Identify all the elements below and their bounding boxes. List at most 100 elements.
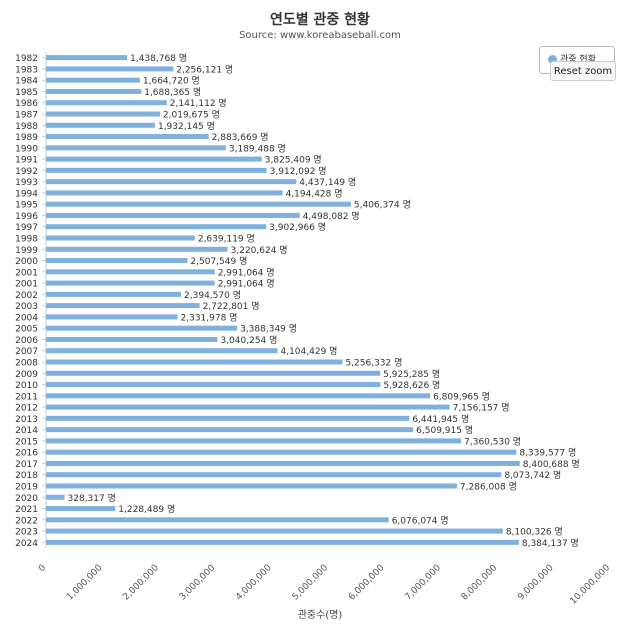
bar <box>46 427 414 433</box>
bar <box>46 494 65 500</box>
data-label: 5,406,374 명 <box>354 200 411 211</box>
bar <box>46 235 195 241</box>
y-tick-label: 2006 <box>15 336 38 346</box>
bar <box>46 122 155 128</box>
y-tick-label: 2016 <box>15 449 38 459</box>
data-label: 3,912,092 명 <box>270 166 327 177</box>
y-tick-label: 2020 <box>15 494 38 504</box>
y-tick-label: 1991 <box>15 156 38 166</box>
data-label: 1,228,489 명 <box>118 504 175 515</box>
data-label: 2,991,064 명 <box>218 267 275 278</box>
bar <box>46 280 215 286</box>
y-tick-label: 1994 <box>15 189 38 199</box>
x-tick-label: 4,000,000 <box>234 563 274 603</box>
data-label: 1,664,720 명 <box>143 76 200 87</box>
data-label: 6,441,945 명 <box>412 414 469 425</box>
y-tick-label: 2019 <box>15 483 38 493</box>
bar <box>46 336 218 342</box>
y-tick-label: 1986 <box>15 99 38 109</box>
bar <box>46 506 116 512</box>
legend-marker-icon <box>548 55 557 64</box>
y-tick-label: 1985 <box>15 88 38 98</box>
y-tick-label: 1997 <box>15 223 38 233</box>
y-tick-label: 2004 <box>15 313 38 323</box>
y-tick-label: 2018 <box>15 471 38 481</box>
y-tick-label: 1984 <box>15 77 38 87</box>
x-tick-label: 5,000,000 <box>291 563 331 603</box>
data-label: 3,902,966 명 <box>269 222 326 233</box>
bar <box>46 415 410 421</box>
y-tick-label: 2010 <box>15 381 38 391</box>
data-label: 2,394,570 명 <box>184 290 241 301</box>
y-tick-label: 1988 <box>15 122 38 132</box>
y-tick-label: 2000 <box>15 257 38 267</box>
bar <box>46 370 381 376</box>
y-tick-label: 2001 <box>15 268 38 278</box>
data-label: 2,507,549 명 <box>190 256 247 267</box>
x-tick-label: 1,000,000 <box>65 563 105 603</box>
y-tick-label: 2003 <box>15 302 38 312</box>
y-tick-label: 2008 <box>15 359 38 369</box>
data-label: 5,256,332 명 <box>345 358 402 369</box>
bar <box>46 100 167 106</box>
data-label: 8,073,742 명 <box>504 470 561 481</box>
chart-subtitle: Source: www.koreabaseball.com <box>239 30 401 41</box>
data-label: 328,317 명 <box>68 493 116 504</box>
y-tick-label: 1998 <box>15 235 38 245</box>
x-tick-label: 3,000,000 <box>178 563 218 603</box>
bar <box>46 224 267 230</box>
bar <box>46 190 283 196</box>
y-tick-label: 2009 <box>15 370 38 380</box>
bar <box>46 348 278 354</box>
x-tick-label: 9,000,000 <box>516 563 556 603</box>
bar <box>46 449 517 455</box>
bar <box>46 134 209 140</box>
bar <box>46 325 238 331</box>
reset-zoom-button[interactable]: Reset zoom <box>550 61 616 81</box>
bar <box>46 393 431 399</box>
bar <box>46 246 228 252</box>
bar <box>46 258 188 264</box>
bar <box>46 201 351 207</box>
bar <box>46 55 128 61</box>
data-label: 3,825,409 명 <box>265 155 322 166</box>
bar <box>46 539 519 545</box>
y-tick-label: 2002 <box>15 291 38 301</box>
data-label: 3,220,624 명 <box>231 245 288 256</box>
y-tick-label: 1999 <box>15 246 38 256</box>
x-tick-label: 6,000,000 <box>347 563 387 603</box>
y-tick-label: 2013 <box>15 415 38 425</box>
data-label: 6,076,074 명 <box>392 515 449 526</box>
y-tick-label: 2001 <box>15 280 38 290</box>
data-label: 7,286,008 명 <box>460 482 517 493</box>
data-label: 2,019,675 명 <box>163 110 220 121</box>
y-tick-label: 2024 <box>15 539 38 549</box>
data-label: 7,156,157 명 <box>453 403 510 414</box>
data-label: 4,498,082 명 <box>303 211 360 222</box>
data-label: 1,688,365 명 <box>144 87 201 98</box>
data-label: 3,388,349 명 <box>240 324 297 335</box>
data-label: 6,509,915 명 <box>416 425 473 436</box>
bar <box>46 314 178 320</box>
bar <box>46 303 200 309</box>
bar <box>46 111 160 117</box>
data-label: 2,141,112 명 <box>170 98 227 109</box>
bar <box>46 382 381 388</box>
data-label: 8,384,137 명 <box>522 538 579 549</box>
y-tick-label: 2015 <box>15 437 38 447</box>
bar <box>46 66 174 72</box>
y-tick-label: 2022 <box>15 516 38 526</box>
y-tick-label: 2017 <box>15 460 38 470</box>
y-tick-label: 1996 <box>15 212 38 222</box>
data-label: 2,883,669 명 <box>212 132 269 143</box>
data-label: 5,925,285 명 <box>383 369 440 380</box>
data-label: 5,928,626 명 <box>383 380 440 391</box>
bar <box>46 359 343 365</box>
bar <box>46 88 142 94</box>
y-tick-label: 1995 <box>15 201 38 211</box>
bar <box>46 460 520 466</box>
y-tick-label: 1989 <box>15 133 38 143</box>
y-tick-label: 1990 <box>15 144 38 154</box>
bar <box>46 145 226 151</box>
